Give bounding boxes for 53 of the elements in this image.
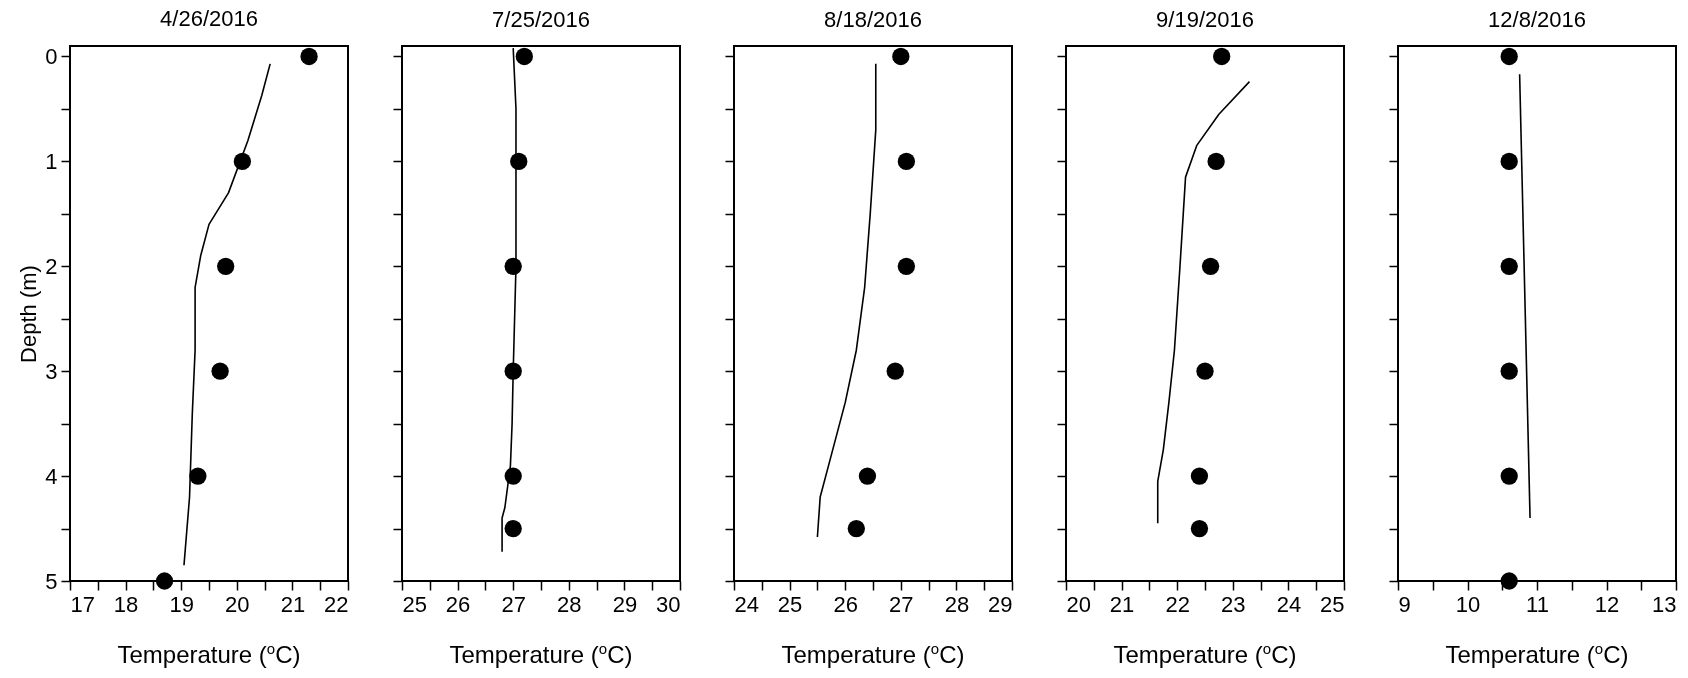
x-tick-label: 28 [557, 591, 582, 617]
line-series [183, 63, 271, 567]
x-tick-label: 27 [889, 591, 914, 617]
x-tick-label: 21 [280, 591, 306, 617]
x-axis-title: Temperature ($^{o}$C) [1444, 639, 1630, 669]
point [1500, 362, 1518, 380]
y-tick-label: 4 [45, 463, 58, 489]
x-tick-label: 29 [988, 591, 1013, 617]
chart-title: 9/19/2016 [1156, 7, 1254, 32]
x-tick-label: 26 [833, 591, 858, 617]
x-tick-label: 24 [1276, 591, 1302, 617]
x-tick-label: 9 [1398, 591, 1411, 617]
x-tick-label: 20 [1066, 591, 1091, 617]
x-tick-label: 25 [402, 591, 427, 617]
x-axis-title: Temperature ($^{o}$C) [780, 639, 966, 669]
x-tick-label: 25 [1320, 591, 1345, 617]
x-axis-title: Temperature ($^{o}$C) [1112, 639, 1298, 669]
x-tick-label: 19 [169, 591, 194, 617]
y-tick-label: 3 [45, 358, 58, 384]
y-tick-label: 1 [45, 148, 58, 174]
x-tick-label: 26 [445, 591, 471, 617]
x-tick-label: 22 [324, 591, 349, 617]
x-tick-label: 29 [612, 591, 638, 617]
point [1500, 467, 1518, 485]
x-tick-label: 24 [734, 591, 759, 617]
chart-title: 7/25/2016 [492, 7, 590, 32]
chart-title: 8/18/2016 [824, 7, 922, 32]
x-tick-label: 25 [777, 591, 803, 617]
y-tick-label: 0 [45, 43, 58, 69]
point [1500, 572, 1518, 590]
chart-title: 4/26/2016 [160, 6, 258, 32]
x-tick-label: 18 [113, 591, 139, 617]
y-tick-label: 2 [45, 253, 58, 279]
point [1500, 47, 1518, 66]
x-tick-label: 20 [225, 591, 250, 617]
x-tick-label: 22 [1165, 591, 1190, 617]
y-tick-label: 5 [45, 568, 58, 594]
point [1500, 257, 1518, 275]
x-tick-label: 11 [1526, 591, 1549, 617]
x-tick-label: 28 [944, 591, 970, 617]
x-tick-label: 10 [1455, 591, 1481, 617]
x-tick-label: 27 [501, 591, 526, 617]
x-tick-label: 12 [1594, 591, 1620, 617]
point [1500, 152, 1518, 171]
x-axis-title: Temperature ($^{o}$C) [448, 639, 634, 669]
y-axis-title: Depth (m) [16, 265, 42, 363]
x-tick-label: 23 [1221, 591, 1246, 617]
x-tick-label: 13 [1652, 591, 1677, 617]
chart-title: 12/8/2016 [1488, 7, 1586, 32]
x-tick-label: 21 [1109, 591, 1135, 617]
x-tick-label: 30 [656, 591, 681, 617]
x-axis-title: Temperature ($^{o}$C) [116, 639, 302, 669]
x-tick-label: 17 [70, 591, 95, 617]
